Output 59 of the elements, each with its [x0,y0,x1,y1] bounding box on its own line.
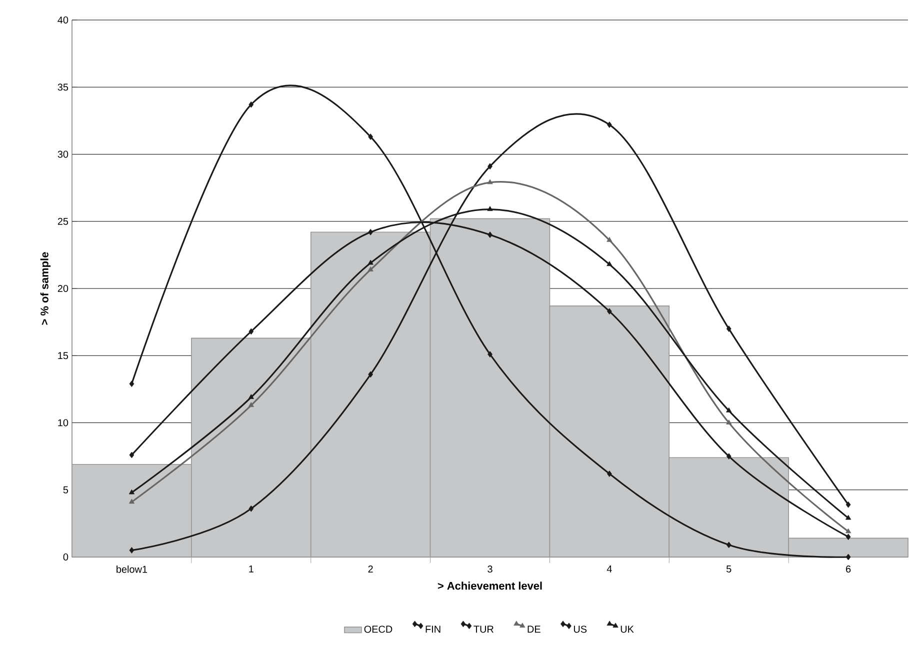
y-tick-label: 10 [58,419,68,426]
x-tick-label: below1 [116,566,148,573]
point [846,514,852,520]
point [606,470,612,477]
y-tick-label: 15 [58,352,68,360]
point [129,547,134,554]
point [368,260,374,265]
y-tick-label: 30 [58,150,68,158]
x-tick-label: 4 [606,565,612,572]
point [846,534,851,540]
point [606,236,612,242]
point [488,232,492,238]
legend-label: UK [620,626,634,633]
legend-label: FIN [426,626,440,633]
x-tick-label: 5 [726,565,732,572]
y-tick-label: 25 [58,218,68,225]
y-tick-label: 35 [58,84,68,91]
point [846,554,851,560]
point [368,266,374,272]
point [487,206,493,211]
point [128,498,135,504]
legend-label: OECD [364,626,392,633]
x-axis-title: > Achievement level [438,582,542,590]
point [606,308,612,315]
legend-label: DE [528,626,540,633]
x-tick-label: 1 [249,565,254,572]
legend-label: US [574,626,587,633]
x-tick-label: 6 [846,566,851,573]
point [368,134,374,140]
point [726,542,732,548]
y-axis-title: > % of sample [40,252,51,325]
point [606,122,612,128]
point [368,228,374,236]
point [726,407,732,412]
legend-label: TUR [474,626,494,633]
point [368,371,374,378]
y-tick-label: 40 [58,16,68,24]
point [128,489,135,494]
point [248,328,254,335]
point [488,351,492,358]
y-tick-label: 5 [63,486,68,494]
point [248,505,254,512]
point [248,394,254,399]
point [487,179,493,184]
point [129,452,134,458]
point [846,501,851,508]
point [129,380,134,388]
point [248,101,254,108]
point [248,402,254,407]
point [726,326,732,332]
point [488,163,492,170]
point [846,528,852,534]
x-tick-label: 2 [368,566,373,572]
point [726,420,732,424]
y-tick-label: 20 [58,284,68,292]
point [726,453,732,460]
point [606,261,612,266]
y-tick-label: 0 [63,553,68,561]
x-tick-label: 3 [488,566,492,573]
